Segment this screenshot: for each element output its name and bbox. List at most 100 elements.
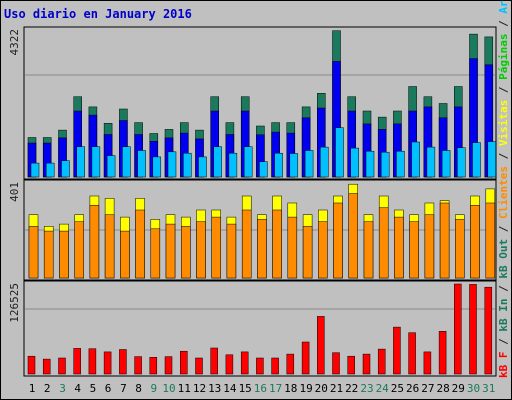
legend-separator: / [497,146,510,166]
bar-clients-out-day-22 [348,193,358,279]
bar-traffic-kb-out-day-18 [286,353,295,375]
bar-clients-out-day-5 [89,205,100,279]
bar-traffic-kb-out-day-23 [362,353,371,375]
bar-traffic-kb-out-day-10 [164,356,173,375]
bar-visits-p-ginas-day-6 [106,155,116,178]
legend-separator: / [497,332,510,352]
bar-clients-out-day-6 [104,214,115,279]
y-max-label-visits: 4322 [8,29,21,56]
legend-item-clientes: Clientes [497,166,510,219]
bar-clients-out-day-18 [287,216,298,279]
bar-clients-out-day-21 [333,202,343,279]
x-tick-day-11: 11 [178,382,191,395]
x-tick-day-18: 18 [284,382,297,395]
bar-visits-p-ginas-day-2 [45,162,55,178]
bar-visits-p-ginas-day-9 [152,156,162,178]
bar-traffic-kb-out-day-6 [103,351,112,375]
bar-visits-p-ginas-day-21 [335,127,344,178]
bar-clients-out-day-12 [196,221,206,279]
bar-visits-p-ginas-day-27 [426,146,436,178]
x-tick-day-31: 31 [482,382,495,395]
bar-clients-out-day-11 [181,226,191,279]
bar-visits-p-ginas-day-14 [228,152,238,178]
bar-traffic-kb-out-day-7 [119,349,127,375]
bar-visits-p-ginas-day-30 [472,142,481,178]
bar-visits-p-ginas-day-11 [183,152,192,178]
bar-clients-out-day-8 [135,209,145,279]
bar-visits-p-ginas-day-3 [61,160,70,178]
bar-visits-p-ginas-day-22 [350,147,359,178]
bar-visits-p-ginas-day-20 [320,146,329,178]
x-tick-day-19: 19 [299,382,312,395]
bar-visits-p-ginas-day-29 [457,147,466,178]
x-tick-day-12: 12 [193,382,206,395]
bar-clients-out-day-23 [363,221,374,279]
bar-visits-p-ginas-day-5 [91,146,101,178]
legend-separator: / [497,14,510,34]
legend-item-kb-f: kB F [497,352,510,379]
x-tick-day-25: 25 [391,382,404,395]
bar-visits-p-ginas-day-18 [289,153,299,178]
bar-clients-out-day-9 [150,228,161,279]
bar-visits-p-ginas-day-26 [411,141,420,178]
bar-traffic-kb-out-day-17 [271,357,279,375]
legend-separator: / [497,219,510,239]
y-max-label-traffic: 126525 [8,283,21,323]
bar-traffic-kb-out-day-30 [469,284,477,375]
bar-clients-out-day-16 [257,219,267,279]
bar-visits-p-ginas-day-16 [259,161,268,178]
x-tick-day-3: 3 [59,382,66,395]
bar-clients-out-day-15 [241,209,252,279]
bar-traffic-kb-out-day-4 [73,348,81,375]
bar-clients-out-day-13 [211,216,221,279]
bar-clients-out-day-14 [226,223,237,279]
x-tick-day-24: 24 [376,382,390,395]
bar-traffic-kb-out-day-5 [88,348,97,375]
bar-clients-out-day-19 [302,226,313,279]
bar-traffic-kb-out-day-27 [423,351,432,375]
bar-traffic-kb-out-day-21 [332,352,340,375]
x-tick-day-16: 16 [254,382,267,395]
bar-clients-out-day-17 [272,209,282,279]
y-max-label-clients: 401 [8,182,21,202]
bar-visits-p-ginas-day-13 [213,146,222,178]
bar-visits-p-ginas-day-17 [274,152,283,178]
bar-visits-p-ginas-day-15 [243,146,253,178]
bar-traffic-kb-out-day-24 [377,348,386,375]
bar-clients-out-day-31 [485,202,496,279]
legend-separator: / [497,80,510,100]
bar-visits-p-ginas-day-7 [122,146,131,178]
bar-traffic-kb-out-day-2 [42,358,51,375]
x-tick-day-10: 10 [162,382,175,395]
x-tick-day-21: 21 [330,382,343,395]
legend-item-kb-in: kB In [497,299,510,332]
x-tick-day-5: 5 [90,382,97,395]
bar-clients-out-day-29 [455,219,465,279]
x-tick-day-2: 2 [44,382,51,395]
bar-traffic-kb-out-day-9 [149,357,158,375]
bar-clients-out-day-7 [120,230,130,279]
bar-traffic-kb-out-day-20 [317,316,325,375]
bar-traffic-kb-out-day-28 [438,331,447,375]
bar-traffic-kb-out-day-3 [58,357,66,375]
bar-traffic-kb-out-day-29 [454,283,462,375]
bar-visits-p-ginas-day-24 [380,151,390,178]
bar-clients-out-day-28 [439,202,450,279]
right-legend: kB F / kB In / kB Out / Clientes / Visit… [497,0,510,378]
x-tick-day-13: 13 [208,382,221,395]
x-tick-day-9: 9 [150,382,157,395]
x-tick-day-17: 17 [269,382,282,395]
bar-traffic-kb-out-day-26 [408,332,416,375]
x-tick-day-23: 23 [360,382,373,395]
bar-visits-p-ginas-day-25 [396,150,405,178]
bar-clients-out-day-4 [74,221,84,279]
bar-traffic-kb-out-day-1 [27,355,36,375]
legend-item-visitas: Visitas [497,100,510,146]
x-tick-day-14: 14 [223,382,237,395]
bar-clients-out-day-24 [378,207,389,279]
bar-traffic-kb-out-day-15 [240,351,249,375]
bar-visits-p-ginas-day-12 [198,156,207,178]
x-tick-day-7: 7 [120,382,127,395]
bar-traffic-kb-out-day-25 [393,326,401,375]
